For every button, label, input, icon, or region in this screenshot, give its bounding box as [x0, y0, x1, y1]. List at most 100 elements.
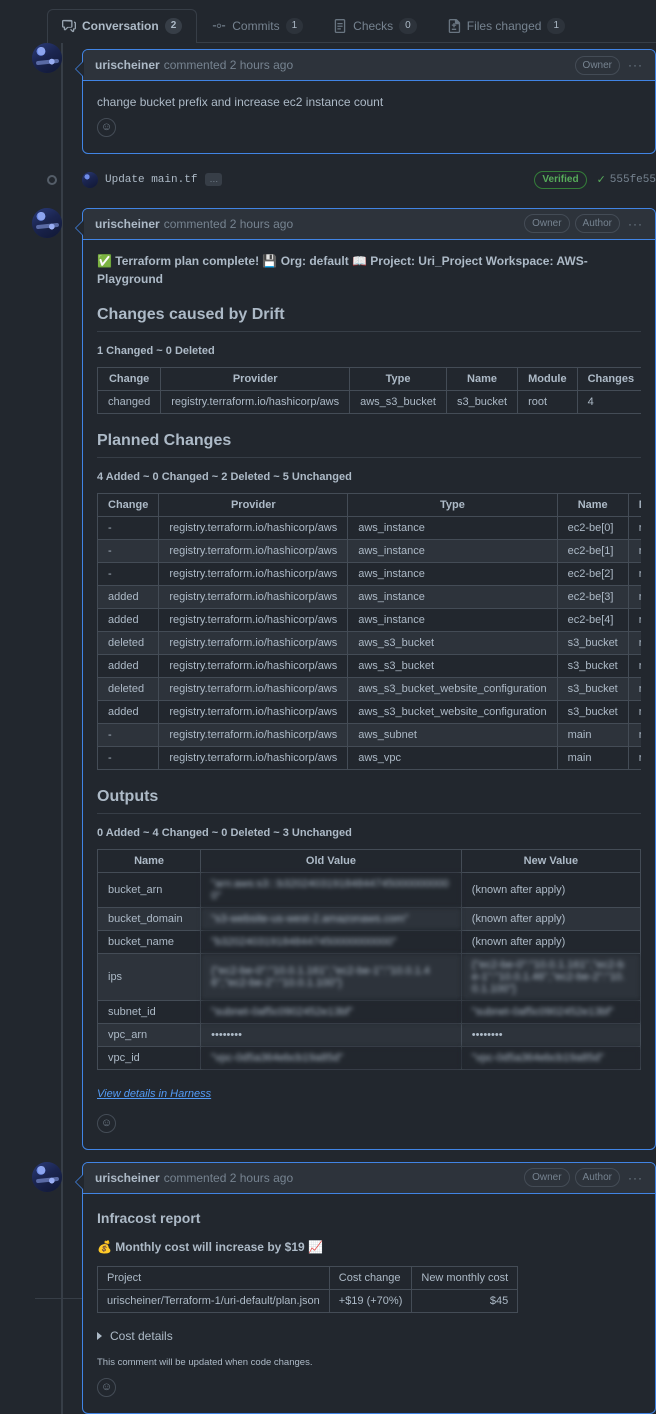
cell-provider: registry.terraform.io/hashicorp/aws	[158, 653, 349, 678]
commit-row: Update main.tf … Verified ✓ 555fe55	[47, 164, 656, 196]
commit-message[interactable]: Update main.tf	[105, 173, 198, 186]
comment-header-3: urischeiner commented 2 hours ago Owner …	[83, 1162, 655, 1194]
badge-author: Author	[574, 1168, 620, 1188]
table-row: deleted registry.terraform.io/hashicorp/a…	[97, 676, 641, 701]
cell-new-value: "subnet-0af5c0902452e13bf"	[460, 999, 641, 1024]
checklist-icon	[333, 19, 347, 33]
cell-name: main	[556, 745, 629, 770]
cell-new-value: (known after apply)	[460, 929, 641, 954]
infracost-col-project: Project	[97, 1265, 330, 1290]
cell-old-value: "arn:aws:s3:::b3202403191848447450000000…	[200, 871, 462, 908]
cell-name: ec2-be[4]	[556, 607, 629, 632]
table-row: deleted registry.terraform.io/hashicorp/a…	[97, 630, 641, 655]
tab-commits[interactable]: Commits 1	[197, 9, 318, 43]
view-details-in-harness-link[interactable]: View details in Harness	[97, 1087, 212, 1100]
cost-details-disclosure[interactable]: Cost details	[97, 1329, 641, 1343]
tab-files-changed[interactable]: Files changed 1	[432, 9, 580, 43]
tab-conversation-label: Conversation	[82, 19, 159, 33]
cell-name: ec2-be[0]	[556, 515, 629, 540]
cell-name: s3_bucket	[445, 389, 519, 414]
add-reaction-button[interactable]: ☺	[97, 1113, 116, 1133]
tab-files-changed-label: Files changed	[466, 19, 542, 33]
table-row: ips {"ec2-be-0":"10.0.1.161","ec2-be-1":"…	[97, 952, 641, 1001]
cell-module: root	[627, 584, 641, 609]
commit-sha[interactable]: 555fe55	[609, 173, 656, 186]
outputs-table-header-row: Name Old Value New Value	[97, 848, 641, 873]
comment-header-1: urischeiner commented 2 hours ago Owner …	[83, 50, 655, 81]
planned-table-wrap[interactable]: ChangeProviderTypeNameModuleChanges-regi…	[97, 492, 641, 770]
comment-author[interactable]: urischeiner	[95, 216, 160, 231]
cell-provider: registry.terraform.io/hashicorp/aws	[158, 561, 349, 586]
commit-expand-button[interactable]: …	[205, 173, 223, 187]
comment-timestamp: commented 2 hours ago	[163, 216, 294, 231]
cell-old-value: "subnet-0af5c0902452e13bf"	[200, 999, 462, 1024]
tab-checks[interactable]: Checks 0	[318, 9, 432, 43]
cell-provider: registry.terraform.io/hashicorp/aws	[158, 745, 349, 770]
planned-col-type: Type	[347, 492, 558, 517]
cell-name: s3_bucket	[556, 699, 629, 724]
cell-provider: registry.terraform.io/hashicorp/aws	[158, 676, 349, 701]
tab-conversation[interactable]: Conversation 2	[47, 9, 198, 43]
comment-timestamp: commented 2 hours ago	[163, 1170, 294, 1185]
cell-provider: registry.terraform.io/hashicorp/aws	[160, 389, 351, 414]
cell-module: root	[627, 607, 641, 632]
comment-menu-kebab-icon[interactable]: ···	[628, 216, 643, 231]
cell-name: main	[556, 722, 629, 747]
avatar[interactable]	[32, 207, 62, 238]
cell-old-value: "s3-website-us-west-2.amazonaws.com"	[200, 906, 462, 931]
table-row: vpc_id "vpc-0d5a364ebcb19a85d" "vpc-0d5a36…	[97, 1045, 641, 1070]
timeline-item-comment-3: urischeiner commented 2 hours ago Owner …	[32, 1150, 656, 1414]
cell-change: -	[97, 745, 160, 770]
cell-change: -	[97, 561, 160, 586]
add-reaction-button[interactable]: ☺	[97, 117, 116, 137]
drift-col-changes: Changes	[576, 366, 641, 391]
infracost-footnote: This comment will be updated when code c…	[97, 1356, 313, 1368]
outputs-table: Name Old Value New Value bucket_arn "arn:aws…	[97, 848, 641, 1070]
outputs-heading: Outputs	[97, 788, 641, 814]
cell-change: -	[97, 722, 160, 747]
comment-author[interactable]: urischeiner	[95, 58, 160, 72]
cell-type: aws_s3_bucket	[347, 630, 558, 655]
cost-details-label: Cost details	[110, 1328, 173, 1343]
commit-author-avatar[interactable]	[82, 171, 98, 188]
infracost-col-cost-change: Cost change	[328, 1265, 413, 1290]
badge-owner: Owner	[524, 214, 570, 234]
cell-change: added	[97, 584, 160, 609]
comment-body-1: change bucket prefix and increase ec2 in…	[83, 81, 655, 153]
tab-files-changed-count: 1	[547, 18, 566, 34]
cell-change: deleted	[97, 630, 160, 655]
cell-change: deleted	[97, 676, 160, 701]
cell-new-value: (known after apply)	[460, 906, 641, 931]
comment-menu-kebab-icon[interactable]: ···	[628, 1170, 643, 1185]
comment-timestamp: commented 2 hours ago	[163, 58, 294, 72]
cell-change: added	[97, 607, 160, 632]
planned-col-change: Change	[97, 492, 160, 517]
add-reaction-button[interactable]: ☺	[97, 1377, 116, 1397]
cell-name: ips	[97, 952, 202, 1001]
cell-provider: registry.terraform.io/hashicorp/aws	[158, 699, 349, 724]
table-row: added registry.terraform.io/hashicorp/aws…	[97, 699, 641, 724]
comment-author[interactable]: urischeiner	[95, 1170, 160, 1185]
cell-module: root	[517, 389, 578, 414]
comment-text: change bucket prefix and increase ec2 in…	[97, 95, 384, 109]
file-diff-icon	[447, 19, 461, 33]
cell-provider: registry.terraform.io/hashicorp/aws	[158, 722, 349, 747]
cell-type: aws_instance	[347, 584, 558, 609]
tab-commits-label: Commits	[232, 19, 280, 33]
outputs-col-old-value: Old Value	[200, 848, 462, 873]
comment-body-3: Infracost report 💰 Monthly cost will inc…	[83, 1194, 655, 1413]
comment-menu-kebab-icon[interactable]: ···	[628, 58, 643, 72]
avatar[interactable]	[32, 1161, 62, 1192]
cell-old-value: ••••••••	[200, 1022, 462, 1047]
badge-owner: Owner	[574, 55, 620, 75]
cell-provider: registry.terraform.io/hashicorp/aws	[158, 630, 349, 655]
cell-type: aws_s3_bucket_website_configuration	[347, 699, 558, 724]
cell-module: root	[627, 745, 641, 770]
verified-badge[interactable]: Verified	[534, 170, 587, 189]
cell-module: root	[627, 561, 641, 586]
cell-name: bucket_domain	[97, 906, 202, 931]
avatar[interactable]	[32, 43, 62, 73]
cell-old-value: "vpc-0d5a364ebcb19a85d"	[200, 1045, 462, 1070]
table-row: urischeiner/Terraform-1/uri-default/plan…	[97, 1288, 519, 1313]
